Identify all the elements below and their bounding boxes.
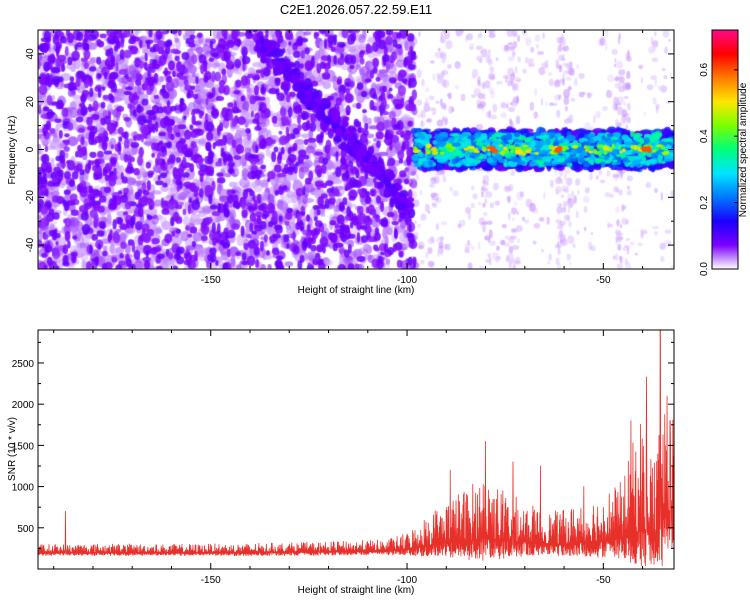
spectrogram-y-tick-label: -20 — [25, 190, 36, 205]
snr-x-tick-label: -150 — [201, 575, 221, 586]
snr-x-axis-label: Height of straight line (km) — [298, 585, 415, 596]
colorbar-frame — [711, 29, 739, 270]
snr-y-tick-label: 2000 — [12, 400, 35, 411]
spectrogram-panel: -150 -100 -50 -40 -20 0 20 40 Height of straigh… — [7, 29, 675, 296]
spectrogram-y-tick-label: 20 — [25, 96, 36, 108]
colorbar-ticks: 0.0 0.2 0.4 0.6 — [699, 62, 738, 276]
snr-y-tick-label: 1500 — [12, 441, 35, 452]
spectrogram-x-tick-label: -100 — [397, 275, 417, 286]
snr-series-line — [37, 329, 675, 567]
snr-y-tick-label: 500 — [17, 524, 34, 535]
spectrogram-x-axis-label: Height of straight line (km) — [298, 285, 415, 296]
snr-x-tick-label: -50 — [596, 575, 611, 586]
snr-y-tick-label: 2500 — [12, 359, 35, 370]
snr-y-axis-label: SNR (10 * v/v) — [7, 417, 18, 481]
colorbar-tick-label: 0.6 — [699, 62, 710, 76]
colorbar-tick-label: 0.0 — [699, 262, 710, 276]
snr-frame — [37, 329, 675, 570]
spectrogram-y-tick-label: 40 — [25, 48, 36, 60]
colorbar-gradient — [712, 30, 738, 269]
spectrogram-x-tick-label: -50 — [596, 275, 611, 286]
colorbar: 0.0 0.2 0.4 0.6 Normalized spectral amplitu… — [699, 29, 749, 276]
snr-x-tick-label: -100 — [397, 575, 417, 586]
figure-title: C2E1.2026.057.22.59.E11 — [280, 2, 432, 17]
spectrogram-y-tick-label: -40 — [25, 237, 36, 252]
snr-y-tick-label: 1000 — [12, 483, 35, 494]
snr-axes: -150 -100 -50 500 1000 1500 2000 2500 — [12, 330, 674, 586]
spectrogram-image — [38, 30, 674, 269]
spectrogram-y-axis-label: Frequency (Hz) — [7, 116, 18, 185]
colorbar-tick-label: 0.2 — [699, 195, 710, 209]
snr-panel: -150 -100 -50 500 1000 1500 2000 2500 Height of… — [7, 329, 675, 596]
colorbar-label: Normalized spectral amplitude — [738, 82, 749, 217]
spectrogram-axes: -150 -100 -50 -40 -20 0 20 40 — [25, 29, 674, 286]
spectrogram-x-tick-label: -150 — [201, 275, 221, 286]
colorbar-tick-label: 0.4 — [699, 129, 710, 143]
spectrogram-y-tick-label: 0 — [25, 146, 36, 152]
